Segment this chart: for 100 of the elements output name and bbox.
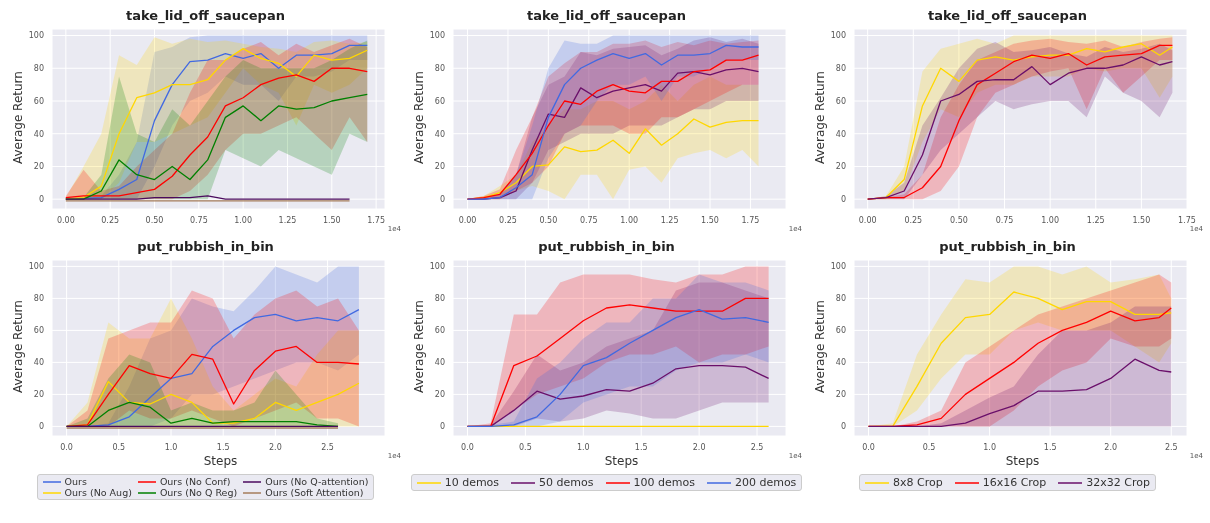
- y-tick-label: 60: [835, 326, 846, 336]
- y-tick-label: 20: [434, 390, 445, 400]
- y-tick-label: 60: [434, 96, 445, 106]
- legend-label: 10 demos: [444, 476, 500, 489]
- chart-title: put_rubbish_in_bin: [537, 239, 676, 256]
- legend-label: Ours: [64, 476, 87, 487]
- y-tick-label: 0: [439, 195, 445, 205]
- y-tick-label: 0: [38, 195, 44, 205]
- y-tick-label: 40: [33, 129, 44, 139]
- x-tick-label: 0.00: [858, 215, 877, 225]
- x-axis-title: Steps: [1005, 454, 1040, 468]
- y-tick-label: 80: [33, 294, 44, 304]
- x-tick-label: 1.50: [1132, 215, 1151, 225]
- legend-label: 50 demos: [539, 476, 594, 489]
- y-tick-label: 20: [835, 390, 846, 400]
- x-tick-label: 1.0: [576, 442, 590, 452]
- legend-label: 200 demos: [734, 476, 797, 489]
- x-tick-label: 1.25: [1086, 215, 1105, 225]
- x-tick-label: 1.0: [983, 442, 996, 452]
- x-tick-label: 1.75: [1178, 215, 1196, 225]
- line-series: [867, 358, 1172, 428]
- x-tick-label: 1.00: [620, 215, 639, 225]
- chart-title: take_lid_off_saucepan: [125, 8, 286, 25]
- legend-label: 16x16 Crop: [982, 476, 1047, 489]
- chart-title: put_rubbish_in_bin: [938, 239, 1077, 256]
- legend-label: Ours (No Q Reg): [159, 487, 238, 498]
- y-axis-title: Average Return: [412, 300, 427, 393]
- x-axis-title: Steps: [604, 454, 639, 468]
- y-axis-title: Average Return: [813, 71, 828, 164]
- y-tick-label: 0: [840, 422, 846, 432]
- y-tick-label: 40: [434, 129, 445, 139]
- x-tick-label: 1.5: [1043, 442, 1057, 452]
- y-tick-label: 20: [835, 162, 846, 172]
- x-tick-label: 0.5: [519, 442, 532, 452]
- y-tick-label: 80: [835, 294, 846, 304]
- x-tick-label: 0.00: [56, 215, 75, 225]
- y-tick-label: 80: [434, 294, 445, 304]
- x-tick-label: 0.25: [499, 215, 517, 225]
- y-tick-label: 100: [28, 31, 44, 41]
- x-tick-label: 1.0: [164, 442, 178, 452]
- legend-label: Ours (No Aug): [64, 487, 132, 498]
- y-tick-label: 20: [434, 162, 445, 172]
- y-tick-label: 0: [840, 195, 846, 205]
- y-tick-label: 60: [434, 326, 445, 336]
- x-tick-label: 0.0: [461, 442, 474, 452]
- x-tick-label: 0.75: [579, 215, 598, 225]
- legend-label: 100 demos: [633, 476, 695, 489]
- legend-label: 32x32 Crop: [1086, 476, 1151, 489]
- y-tick-label: 20: [33, 390, 44, 400]
- x-tick-label: 1.5: [634, 442, 648, 452]
- y-tick-label: 0: [38, 422, 44, 432]
- legend-label: Ours (No Q-attention): [265, 476, 369, 487]
- x-tick-label: 0.75: [995, 215, 1014, 225]
- x-tick-label: 2.0: [692, 442, 706, 452]
- y-tick-label: 100: [830, 262, 846, 272]
- y-tick-label: 80: [33, 64, 44, 74]
- y-tick-label: 40: [835, 129, 846, 139]
- y-tick-label: 40: [434, 358, 445, 368]
- x-tick-label: 1.00: [234, 215, 253, 225]
- y-tick-label: 80: [434, 64, 445, 74]
- y-tick-label: 0: [439, 422, 445, 432]
- x-tick-label: 0.75: [189, 215, 208, 225]
- x-tick-label: 2.5: [1164, 442, 1178, 452]
- legend-label: 8x8 Crop: [892, 476, 943, 489]
- x-tick-label: 2.5: [321, 442, 334, 452]
- x-tick-label: 1.5: [216, 442, 230, 452]
- x-tick-label: 1.50: [322, 215, 341, 225]
- x-tick-label: 0.0: [862, 442, 875, 452]
- y-tick-label: 100: [429, 262, 445, 272]
- x-tick-label: 0.5: [112, 442, 126, 452]
- x-tick-label: 0.50: [145, 215, 164, 225]
- x-tick-label: 1.75: [367, 215, 386, 225]
- y-tick-label: 100: [429, 31, 445, 41]
- y-tick-label: 60: [835, 96, 846, 106]
- y-tick-label: 60: [33, 326, 44, 336]
- x-tick-label: 2.0: [1104, 442, 1118, 452]
- x-tick-label: 0.5: [922, 442, 936, 452]
- x-tick-label: 0.0: [60, 442, 73, 452]
- x-tick-label: 0.50: [539, 215, 558, 225]
- y-tick-label: 100: [28, 262, 44, 272]
- y-axis-title: Average Return: [11, 300, 26, 393]
- y-axis-title: Average Return: [813, 300, 828, 393]
- chart-title: put_rubbish_in_bin: [136, 239, 275, 256]
- legend-label: Ours (No Conf): [159, 476, 231, 487]
- y-tick-label: 60: [33, 96, 44, 106]
- y-tick-label: 80: [835, 64, 846, 74]
- x-axis-title: Steps: [203, 454, 238, 468]
- y-tick-label: 20: [33, 162, 44, 172]
- x-tick-label: 1.75: [741, 215, 760, 225]
- x-tick-label: 0.50: [950, 215, 968, 225]
- legend-label: Ours (Soft Attention): [265, 487, 364, 498]
- chart-title: take_lid_off_saucepan: [526, 8, 687, 25]
- x-tick-label: 1.50: [701, 215, 719, 225]
- y-axis-title: Average Return: [412, 71, 427, 164]
- x-tick-label: 2.5: [750, 442, 764, 452]
- y-axis-title: Average Return: [11, 71, 26, 164]
- x-tick-label: 0.25: [101, 215, 120, 225]
- x-tick-label: 1.25: [660, 215, 679, 225]
- y-tick-label: 100: [830, 31, 846, 41]
- chart-title: take_lid_off_saucepan: [927, 8, 1088, 25]
